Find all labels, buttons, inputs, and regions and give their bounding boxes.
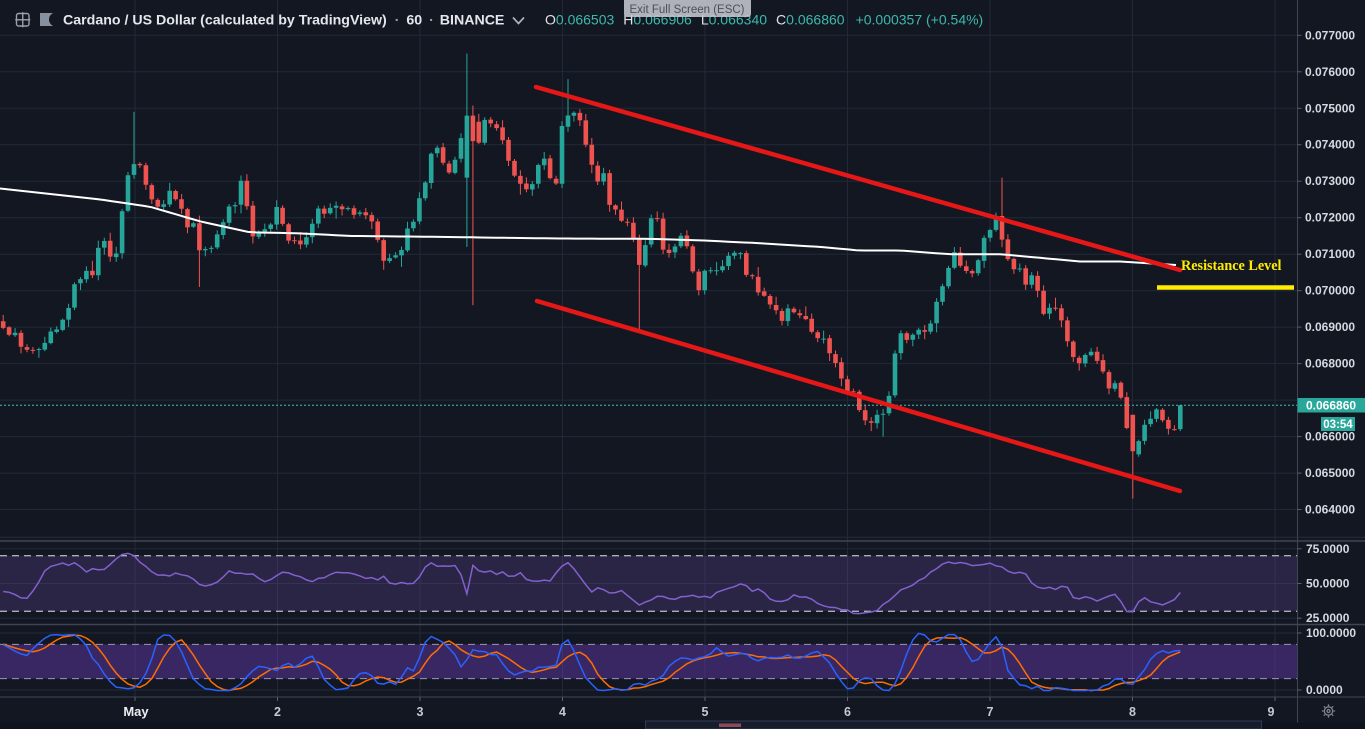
svg-text:Exit Full Screen (ESC): Exit Full Screen (ESC) (629, 4, 744, 16)
svg-text:0.070000: 0.070000 (1305, 284, 1355, 298)
svg-text:0.071000: 0.071000 (1305, 247, 1355, 261)
svg-text:100.0000: 100.0000 (1306, 626, 1356, 640)
svg-text:May: May (123, 704, 149, 719)
svg-text:9: 9 (1268, 705, 1275, 719)
svg-text:0.074000: 0.074000 (1305, 138, 1355, 152)
svg-text:0.073000: 0.073000 (1305, 174, 1355, 188)
svg-text:6: 6 (844, 705, 851, 719)
svg-text:75.0000: 75.0000 (1306, 542, 1350, 556)
svg-text:0.075000: 0.075000 (1305, 101, 1355, 115)
svg-text:50.0000: 50.0000 (1306, 577, 1350, 591)
svg-text:0.077000: 0.077000 (1305, 28, 1355, 42)
svg-text:8: 8 (1129, 705, 1136, 719)
svg-text:0.066860: 0.066860 (1306, 399, 1356, 413)
svg-text:Cardano / US Dollar (calculate: Cardano / US Dollar (calculated by Tradi… (63, 13, 504, 29)
svg-text:5: 5 (702, 705, 709, 719)
svg-text:0.072000: 0.072000 (1305, 211, 1355, 225)
svg-text:0.069000: 0.069000 (1305, 320, 1355, 334)
svg-text:0.064000: 0.064000 (1305, 503, 1355, 517)
svg-text:0.066000: 0.066000 (1305, 430, 1355, 444)
svg-text:Resistance Level: Resistance Level (1181, 258, 1282, 274)
svg-text:25.0000: 25.0000 (1306, 611, 1350, 625)
svg-text:2: 2 (274, 705, 281, 719)
svg-text:03:54: 03:54 (1323, 419, 1353, 431)
svg-text:0.076000: 0.076000 (1305, 65, 1355, 79)
svg-text:0.068000: 0.068000 (1305, 357, 1355, 371)
svg-text:0.065000: 0.065000 (1305, 466, 1355, 480)
svg-text:7: 7 (987, 705, 994, 719)
svg-text:4: 4 (559, 705, 566, 719)
svg-text:3: 3 (417, 705, 424, 719)
svg-text:0.0000: 0.0000 (1306, 683, 1343, 697)
